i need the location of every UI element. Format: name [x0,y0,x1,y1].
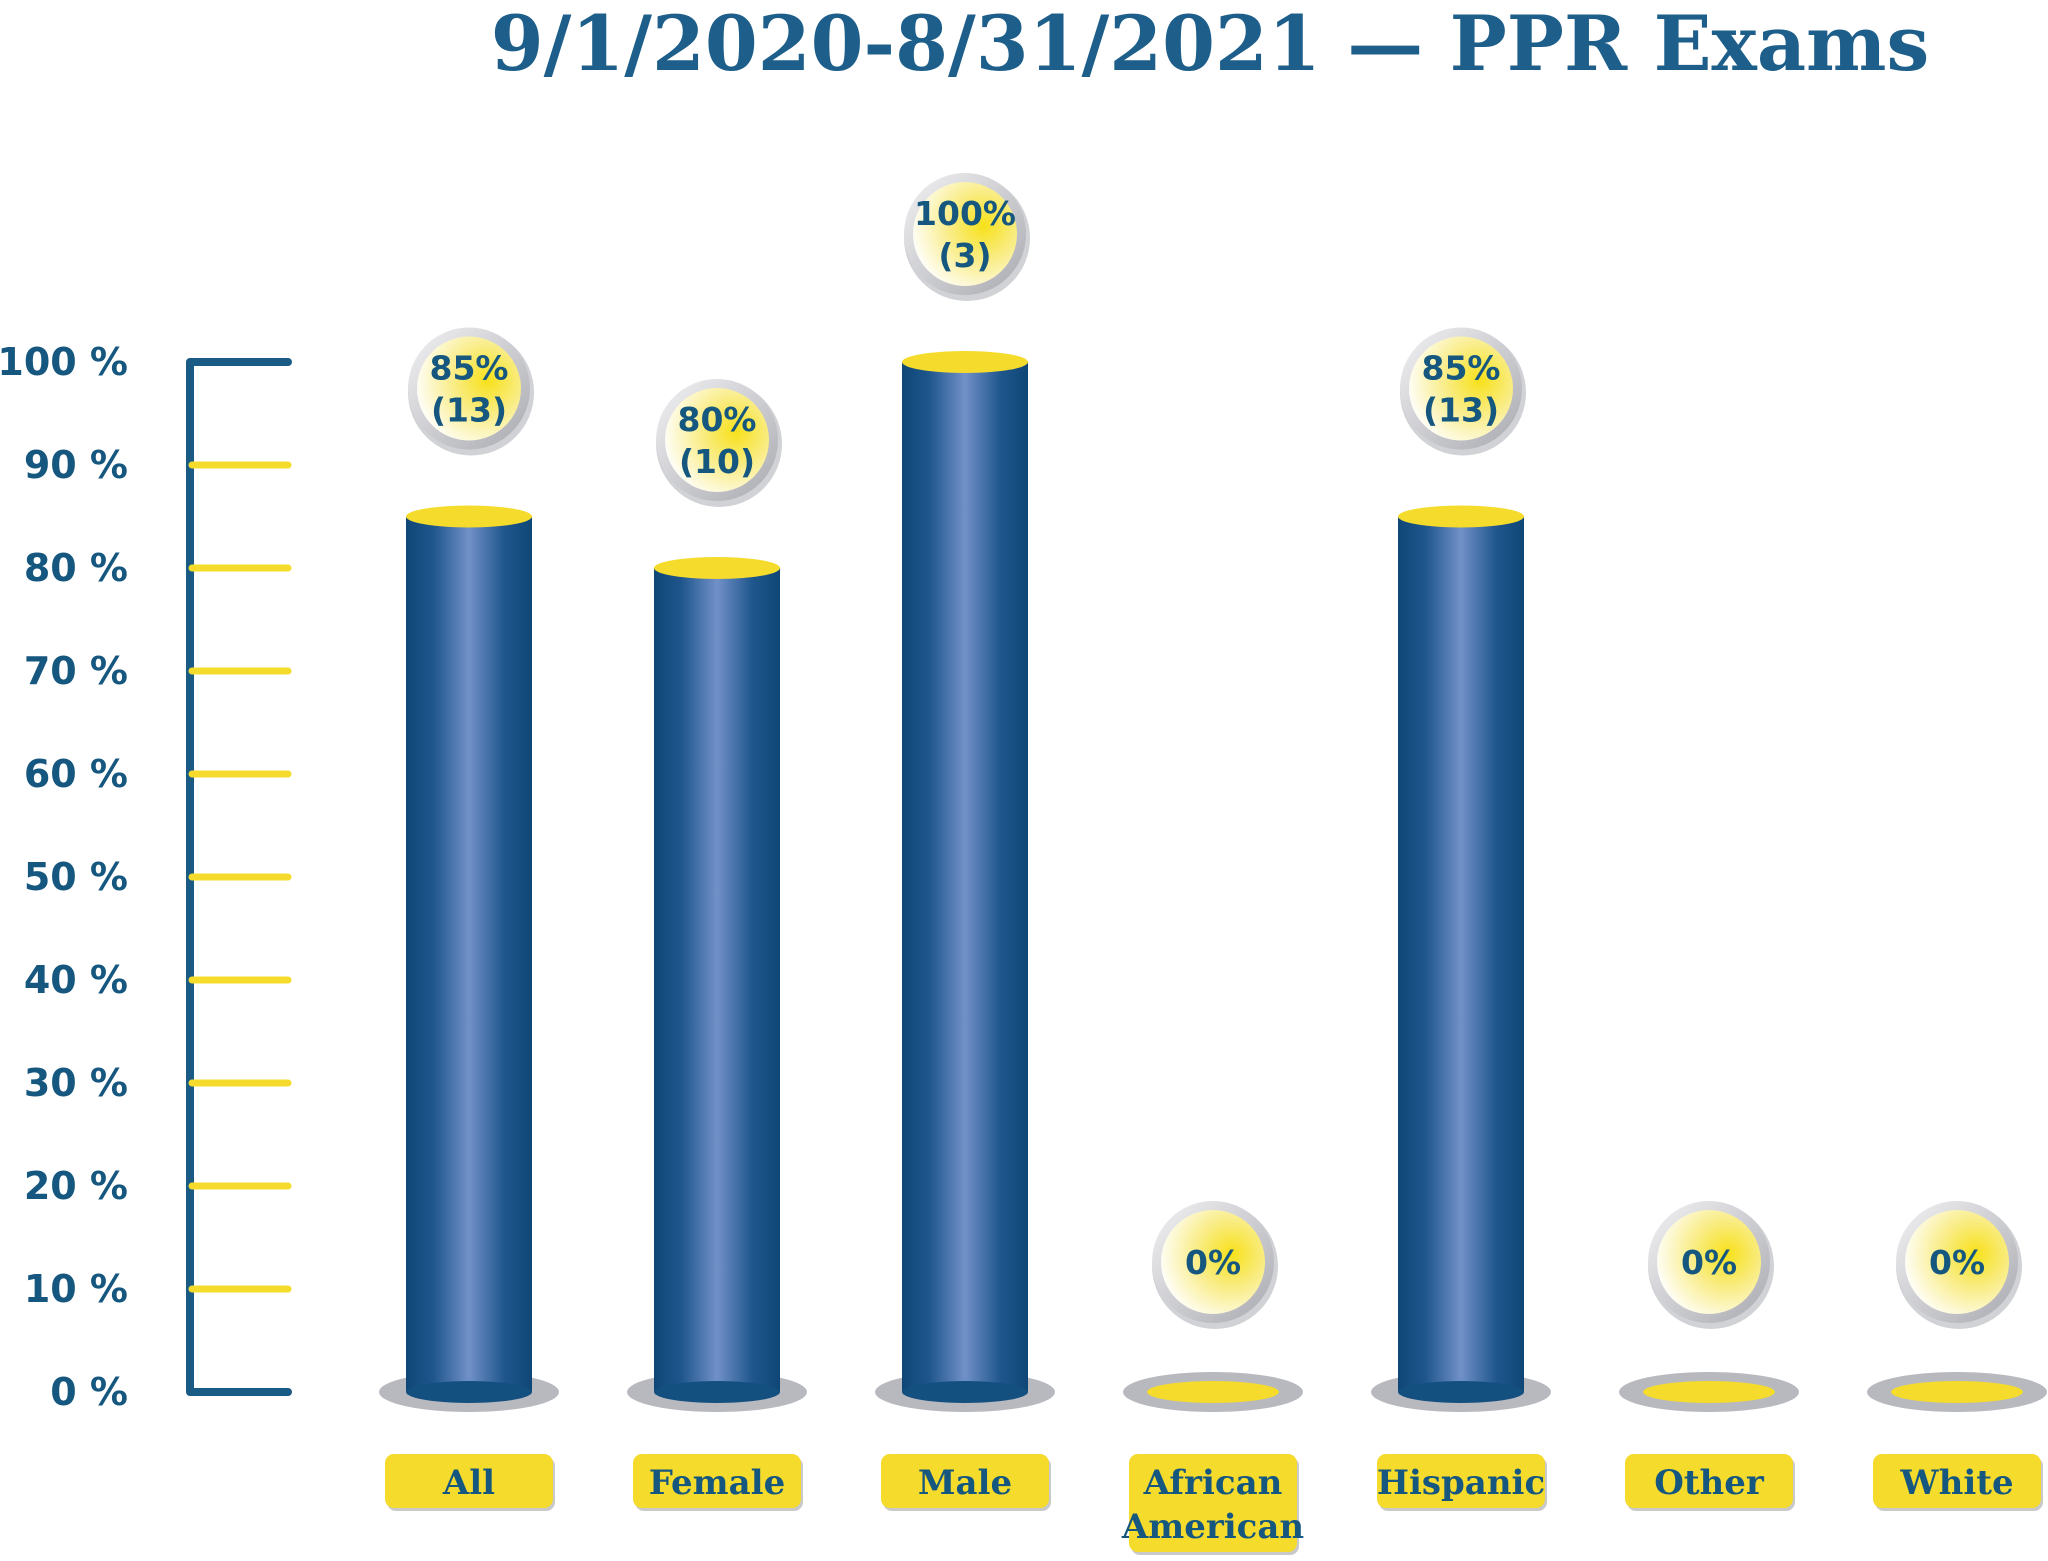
bar-group: 0% [1619,1201,1799,1412]
data-label: 0% [1929,1243,1985,1282]
bar-top-cap [1398,505,1524,528]
value-bubble: 0% [1152,1201,1278,1329]
data-label: (10) [679,442,755,481]
bar-top-cap [654,557,780,579]
y-axis: 0 % 10 % 20 % 30 % 40 % 50 % 60 % 70 % 80 % 90 % 1… [0,340,292,1414]
value-bubble: 80%(10) [656,379,782,507]
category-label: All [385,1454,555,1511]
x-tick-label: Male [918,1463,1012,1503]
category-label-box [1873,1454,2041,1508]
bar-zero-cap [1643,1381,1775,1403]
y-tick-label: 90 % [24,443,128,487]
data-label: (13) [431,391,507,430]
category-label-box [385,1454,553,1508]
value-bubble: 0% [1648,1201,1774,1329]
value-bubble: 85%(13) [1400,327,1526,456]
value-bubble-fill [1409,336,1513,441]
data-label: 0% [1681,1243,1737,1282]
category-label: Female [633,1454,803,1511]
y-tick-label: 80 % [24,546,128,590]
category-label-box [1377,1454,1545,1508]
y-tick-label: 100 % [0,340,128,384]
data-label: 0% [1185,1243,1241,1282]
value-bubble-fill [1161,1210,1265,1314]
bar-group: 85%(13) [1371,327,1551,1412]
bar [902,362,1028,1392]
category-label-box [1129,1454,1297,1552]
bar-group: 0% [1123,1201,1303,1412]
x-tick-label: Female [649,1463,785,1503]
category-label: White [1873,1454,2043,1511]
x-tick-label: American [1121,1507,1304,1547]
bar [1398,516,1524,1392]
bar-top-cap [406,505,532,528]
y-tick-label: 40 % [24,958,128,1002]
y-tick-label: 10 % [24,1267,128,1311]
bar-bottom [654,1381,780,1403]
chart-title: 9/1/2020-8/31/2021 — PPR Exams [491,0,1930,88]
value-bubble: 0% [1896,1201,2022,1329]
y-tick-label: 50 % [24,855,128,899]
category-label: Male [881,1454,1051,1511]
data-label: (3) [938,236,991,275]
value-bubble-fill [913,182,1017,286]
x-tick-label: Other [1654,1463,1765,1503]
y-tick-label: 60 % [24,752,128,796]
bar-bottom [406,1381,532,1403]
value-bubble: 100%(3) [904,173,1030,301]
data-label: 85% [1422,349,1501,388]
data-label: 80% [678,400,757,439]
value-bubble: 85%(13) [408,327,534,456]
bar-group: 80%(10) [627,379,807,1412]
y-tick-label: 30 % [24,1061,128,1105]
bars-group: 85%(13) 80%(10)100%(3)0%85%(13)0% 0% [379,173,2047,1412]
bar-bottom [1398,1381,1524,1403]
data-label: (13) [1423,391,1499,430]
bar-group: 85%(13) [379,327,559,1412]
x-tick-label: White [1899,1463,2013,1503]
category-label: Other [1625,1454,1795,1511]
value-bubble-fill [665,388,769,492]
x-tick-label: African [1143,1463,1283,1503]
bar-zero-cap [1147,1381,1279,1403]
value-bubble-fill [417,336,521,441]
bar [654,568,780,1392]
category-label-box [1625,1454,1793,1508]
bar-bottom [902,1381,1028,1403]
category-label: Hispanic [1377,1454,1547,1511]
bar-group: 0% [1867,1201,2047,1412]
value-bubble-fill [1905,1210,2009,1314]
bar-top-cap [902,351,1028,373]
y-tick-label: 70 % [24,649,128,693]
x-tick-label: Hispanic [1377,1463,1545,1503]
category-label-box [881,1454,1049,1508]
bar-group: 100%(3) [875,173,1055,1412]
value-bubble-fill [1657,1210,1761,1314]
bar-zero-cap [1891,1381,2023,1403]
bar [406,516,532,1392]
x-tick-label: All [442,1463,495,1503]
category-label-box [633,1454,801,1508]
y-tick-label: 20 % [24,1164,128,1208]
data-label: 85% [430,349,509,388]
y-tick-label: 0 % [50,1370,128,1414]
data-label: 100% [914,194,1016,233]
